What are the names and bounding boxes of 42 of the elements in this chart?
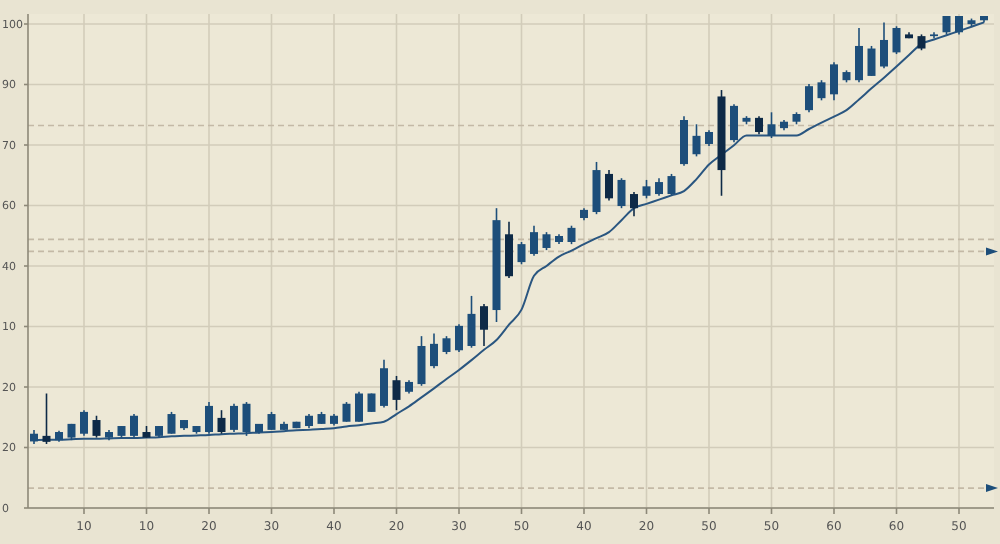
candlestick [430, 332, 438, 370]
candlestick [817, 79, 826, 102]
candlestick [642, 179, 651, 200]
candlestick [392, 375, 401, 411]
candlestick [505, 221, 513, 279]
candlestick [880, 21, 888, 70]
candlestick [617, 177, 626, 209]
candlestick [367, 392, 376, 413]
candlestick [830, 61, 838, 102]
candlestick [80, 409, 88, 437]
candlestick [42, 392, 51, 445]
candlestick [167, 411, 176, 435]
candlestick [630, 191, 638, 218]
candlestick [205, 401, 213, 435]
candlestick [217, 409, 226, 435]
candlestick [530, 224, 538, 257]
candlestick [130, 413, 138, 439]
candlestick [92, 414, 101, 439]
candlestick [242, 401, 251, 437]
candlestick [680, 115, 688, 167]
candlestick [567, 224, 576, 245]
candlestick [480, 303, 488, 347]
candlestick [417, 335, 426, 387]
candlestick [667, 173, 676, 197]
candlestick [605, 169, 613, 202]
candlestick [517, 241, 526, 266]
candlestick [892, 25, 901, 55]
candlestick [942, 15, 951, 36]
candlestick [230, 402, 238, 433]
candlestick [767, 111, 776, 139]
candlestick [355, 390, 363, 423]
candlestick [955, 15, 963, 36]
candlestick [867, 45, 876, 77]
candlestick [730, 103, 738, 144]
candlestick [467, 295, 476, 349]
candlestick [855, 27, 863, 84]
candlestick [342, 401, 351, 423]
candlestick [455, 323, 463, 353]
candlestick [380, 358, 388, 409]
candlestick [592, 161, 601, 215]
candlestick [692, 123, 701, 158]
candlestick [805, 83, 813, 114]
